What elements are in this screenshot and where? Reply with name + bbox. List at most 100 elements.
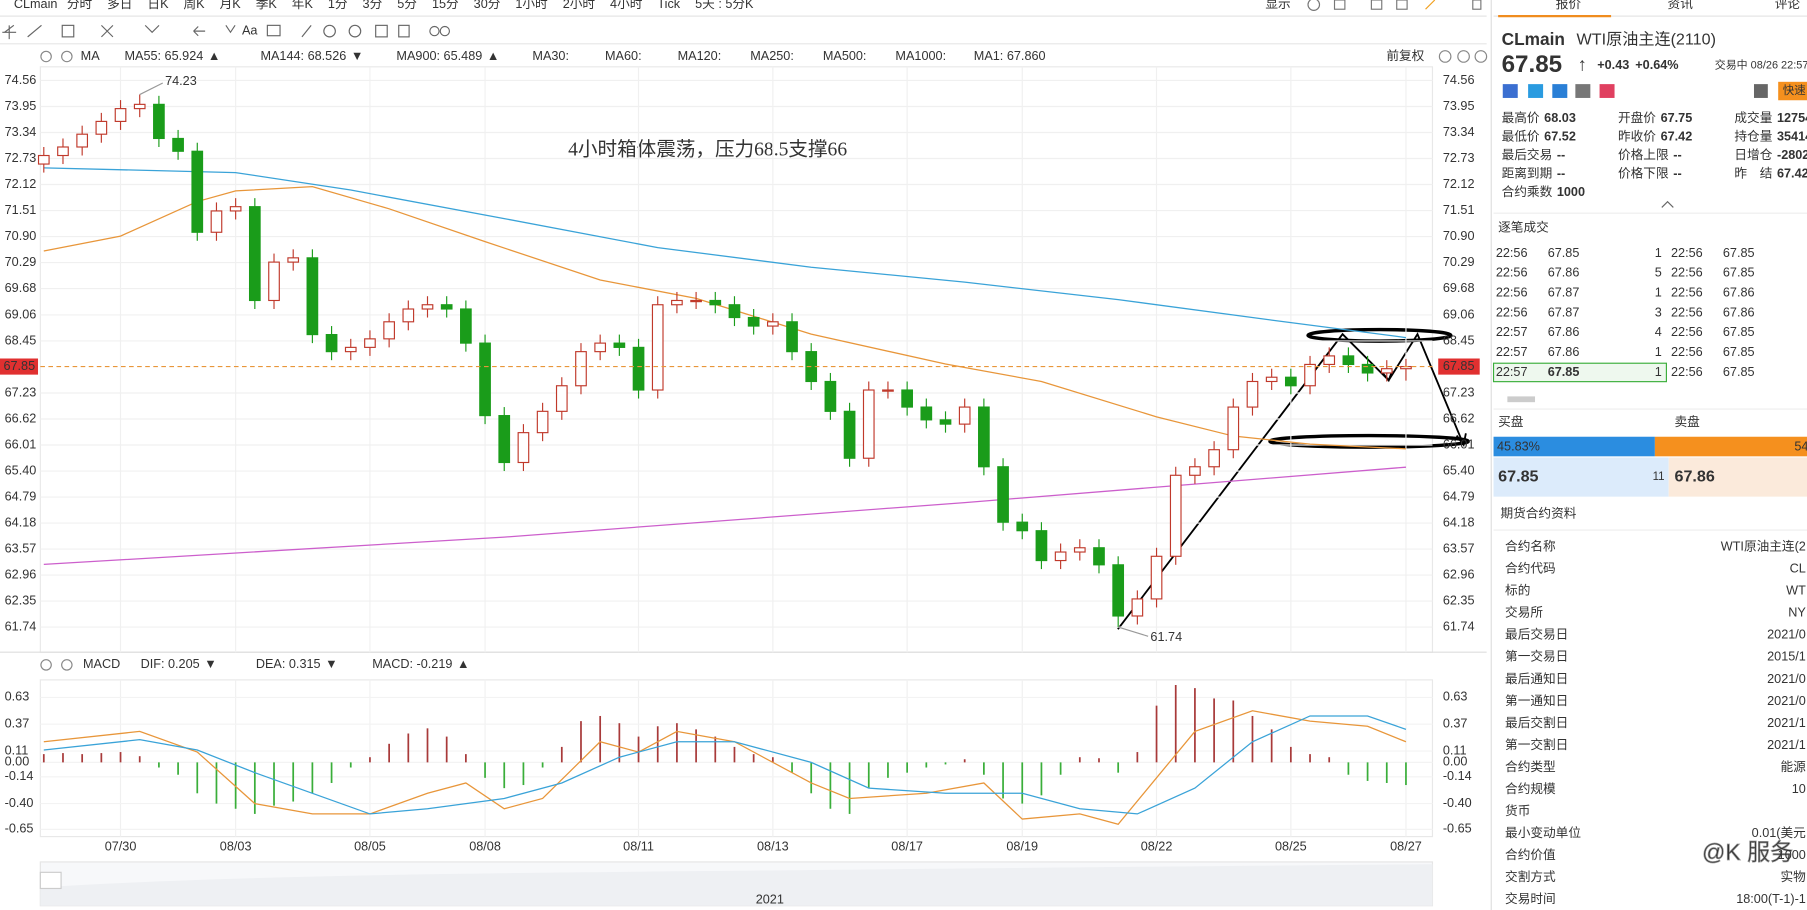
panel-tab[interactable]: 报价 bbox=[1556, 0, 1582, 11]
pattern-icon[interactable] bbox=[144, 24, 160, 34]
zoom-in-icon[interactable] bbox=[1474, 50, 1488, 63]
crosshair-icon[interactable] bbox=[2, 24, 17, 40]
line-icon[interactable] bbox=[27, 24, 42, 38]
candle-body bbox=[172, 137, 184, 152]
trade-price: 67.85 bbox=[1723, 325, 1755, 339]
candle-body bbox=[1016, 521, 1029, 532]
legend-label[interactable]: DEA: 0.315 bbox=[256, 657, 321, 671]
text-tool[interactable]: Aa bbox=[242, 23, 258, 37]
delete-icon[interactable] bbox=[398, 24, 410, 38]
y-tick-label: 63.57 bbox=[5, 541, 37, 555]
candle-body bbox=[939, 419, 952, 425]
candle-body bbox=[1227, 406, 1240, 451]
navigator-handle[interactable] bbox=[39, 871, 62, 890]
stat-value: -- bbox=[1557, 166, 1565, 180]
candle-body bbox=[882, 389, 894, 392]
contract-value: 2021/1 bbox=[1767, 716, 1806, 730]
period-tab[interactable]: 日K bbox=[147, 0, 169, 11]
legend-label[interactable]: DIF: 0.205 bbox=[141, 657, 200, 671]
main-indicator[interactable]: MA bbox=[81, 49, 101, 63]
hide-icon[interactable] bbox=[375, 24, 388, 38]
candle-body bbox=[114, 108, 127, 122]
candle-body bbox=[1054, 551, 1067, 562]
eye-icon[interactable] bbox=[439, 25, 451, 37]
eye-icon[interactable] bbox=[429, 25, 440, 37]
reset-icon[interactable] bbox=[1438, 50, 1452, 63]
legend-label[interactable]: MA120: bbox=[678, 49, 722, 63]
panel-tab[interactable]: 评论 bbox=[1775, 0, 1801, 11]
legend-label[interactable]: MA144: 68.526 bbox=[260, 49, 346, 63]
legend-label[interactable]: MA500: bbox=[823, 49, 867, 63]
shape-icon[interactable] bbox=[61, 24, 75, 38]
candle-body bbox=[709, 299, 722, 306]
period-tab[interactable]: 多日 bbox=[107, 0, 132, 11]
lock-icon[interactable] bbox=[348, 24, 362, 38]
period-tab[interactable]: 1分 bbox=[328, 0, 348, 11]
dropdown-icon[interactable] bbox=[225, 25, 236, 34]
symbol-tab[interactable]: CLmain bbox=[14, 0, 58, 11]
layout-icon[interactable] bbox=[1333, 0, 1346, 10]
settings-icon[interactable] bbox=[40, 50, 52, 63]
ruler-icon[interactable] bbox=[301, 24, 312, 38]
period-tab[interactable]: 15分 bbox=[432, 0, 459, 11]
trade-price: 67.87 bbox=[1548, 305, 1580, 319]
period-tab[interactable]: 3分 bbox=[363, 0, 383, 11]
candle-body bbox=[594, 342, 607, 353]
panel-tab[interactable]: 资讯 bbox=[1668, 0, 1694, 11]
period-tab[interactable]: 分时 bbox=[67, 0, 93, 11]
layout-icon[interactable] bbox=[1396, 0, 1408, 10]
legend-label[interactable]: MACD: -0.219 bbox=[372, 657, 452, 671]
tool-icon[interactable] bbox=[1575, 84, 1591, 98]
bid-ratio: 45.83% bbox=[1497, 439, 1540, 453]
legend-label[interactable]: MA60: bbox=[605, 49, 642, 63]
period-tab[interactable]: 周K bbox=[184, 0, 206, 11]
period-tab[interactable]: 月K bbox=[220, 0, 242, 11]
pen-icon[interactable] bbox=[1425, 0, 1436, 10]
display-menu[interactable]: 显示 bbox=[1265, 0, 1290, 11]
scroll-handle[interactable] bbox=[1507, 396, 1536, 403]
legend-label[interactable]: MA1000: bbox=[895, 49, 946, 63]
candle-body bbox=[690, 299, 702, 303]
legend-label[interactable]: MA900: 65.489 bbox=[396, 49, 482, 63]
flag-icon[interactable] bbox=[1502, 84, 1518, 98]
period-tab[interactable]: 5分 bbox=[397, 0, 417, 11]
alert-icon[interactable] bbox=[1753, 84, 1768, 98]
drawing-tools[interactable] bbox=[2, 24, 451, 40]
period-tab[interactable]: 2小时 bbox=[563, 0, 596, 11]
trade-price: 67.85 bbox=[1548, 365, 1580, 379]
favorite-icon[interactable] bbox=[1599, 84, 1615, 98]
tool-icon[interactable] bbox=[1528, 84, 1544, 98]
layout-icon[interactable] bbox=[1370, 0, 1383, 10]
period-tab[interactable]: 季K bbox=[256, 0, 278, 11]
tool-icon[interactable] bbox=[1552, 84, 1568, 98]
contract-label: 标的 bbox=[1505, 583, 1530, 598]
close-icon[interactable] bbox=[61, 659, 73, 671]
fib-icon[interactable] bbox=[101, 24, 114, 38]
pin-icon[interactable] bbox=[1472, 0, 1482, 10]
collapse-icon[interactable] bbox=[1661, 200, 1674, 208]
contract-label: 交易时间 bbox=[1505, 891, 1556, 906]
note-icon[interactable] bbox=[266, 24, 281, 37]
fast-button[interactable]: 快速 bbox=[1783, 84, 1807, 97]
settings-icon[interactable] bbox=[40, 659, 52, 671]
fast-button-bg[interactable] bbox=[1778, 81, 1807, 101]
legend-label[interactable]: MA30: bbox=[532, 49, 569, 63]
period-tab[interactable]: 4小时 bbox=[610, 0, 643, 11]
legend-label[interactable]: MA55: 65.924 bbox=[124, 49, 203, 63]
adjust-mode[interactable]: 前复权 bbox=[1386, 48, 1424, 63]
macd-title[interactable]: MACD bbox=[83, 657, 120, 671]
ask-box bbox=[1668, 457, 1807, 497]
arrow-icon[interactable] bbox=[193, 26, 206, 37]
settings-icon[interactable] bbox=[1307, 0, 1321, 11]
legend-label[interactable]: MA250: bbox=[750, 49, 794, 63]
quote-status: 交易中 08/26 22:57 bbox=[1715, 58, 1807, 72]
zoom-out-icon[interactable] bbox=[1457, 50, 1470, 63]
period-tab[interactable]: 年K bbox=[292, 0, 314, 11]
period-tab[interactable]: Tick bbox=[657, 0, 680, 11]
contract-label: 最后交割日 bbox=[1505, 715, 1568, 730]
magnet-icon[interactable] bbox=[323, 24, 336, 38]
period-tab[interactable]: 5天 : 5分K bbox=[695, 0, 754, 11]
period-tab[interactable]: 1小时 bbox=[515, 0, 548, 11]
period-tab[interactable]: 30分 bbox=[474, 0, 501, 11]
close-icon[interactable] bbox=[61, 50, 73, 63]
